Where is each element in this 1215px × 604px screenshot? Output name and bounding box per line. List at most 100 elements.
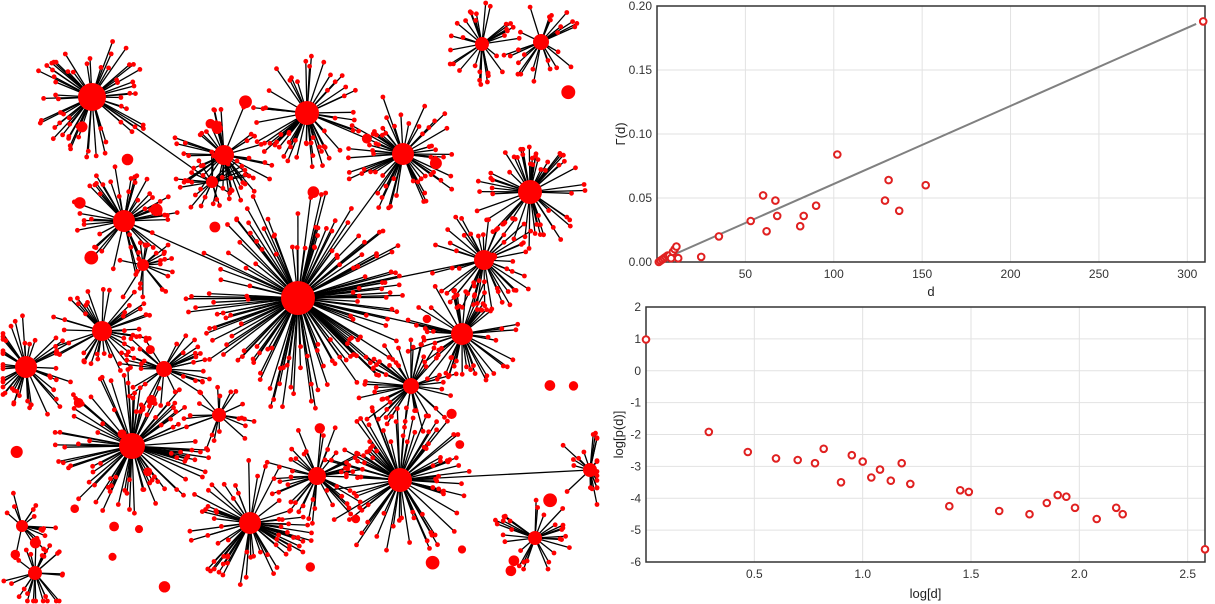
network-node (98, 65, 104, 70)
network-node (332, 115, 338, 121)
network-node (500, 363, 506, 369)
network-node (384, 115, 389, 121)
network-node (334, 484, 340, 489)
network-node (202, 469, 208, 475)
network-node (250, 175, 256, 181)
network-node (410, 178, 416, 184)
network-node (57, 120, 63, 126)
network-node (594, 502, 600, 507)
network-node (8, 323, 14, 329)
network-node (209, 221, 221, 233)
network-node (143, 338, 149, 344)
network-node (448, 393, 453, 398)
network-node (290, 468, 295, 474)
network-node (281, 154, 287, 159)
network-node (199, 509, 205, 514)
x-tick-label: 150 (912, 267, 932, 281)
network-node (66, 340, 72, 346)
network-node (484, 307, 489, 313)
network-node (10, 445, 23, 458)
network-node (51, 74, 57, 80)
network-node (343, 84, 349, 90)
network-node (560, 525, 566, 531)
network-node (515, 321, 521, 327)
network-node (280, 404, 285, 410)
network-node (205, 504, 211, 509)
network-node (88, 361, 94, 367)
network-node (144, 412, 150, 418)
network-node (544, 380, 556, 391)
network-node (258, 549, 263, 555)
network-node (274, 66, 279, 72)
network-node (31, 598, 36, 604)
network-node (388, 439, 394, 445)
network-node (477, 189, 482, 195)
network-node (323, 190, 329, 196)
network-node (121, 373, 127, 378)
network-node (525, 286, 531, 292)
network-node (420, 428, 426, 434)
network-node (426, 441, 431, 447)
network-node (129, 129, 135, 135)
network-node (484, 373, 490, 379)
network-node (156, 386, 162, 391)
network-node (200, 162, 206, 168)
data-point (811, 201, 821, 210)
network-node (41, 96, 46, 101)
network-node (346, 146, 351, 152)
network-node (259, 247, 265, 252)
network-node (535, 157, 541, 163)
network-node (500, 69, 505, 75)
network-node (293, 456, 299, 461)
network-node (325, 447, 331, 452)
network-node (257, 350, 262, 356)
network-node (314, 423, 325, 434)
network-node (343, 474, 349, 480)
network-node (81, 350, 87, 356)
network-node (478, 82, 484, 87)
network-node (393, 270, 398, 276)
network-node (274, 565, 280, 570)
network-node (461, 493, 467, 499)
network-node (433, 147, 438, 153)
network-node (158, 403, 164, 408)
network-node (150, 195, 155, 200)
network-node (489, 185, 495, 191)
network-node (12, 318, 18, 324)
network-node (305, 353, 310, 359)
data-point (758, 191, 768, 200)
network-node (223, 315, 229, 321)
network-node (394, 193, 399, 198)
network-node (405, 348, 411, 354)
network-node (428, 305, 434, 311)
network-node (40, 598, 46, 604)
network-node (198, 203, 204, 209)
network-node (564, 214, 570, 220)
network-node (126, 189, 132, 195)
network-hub-node (451, 323, 473, 345)
network-node (291, 535, 296, 540)
network-node (221, 554, 227, 559)
network-node (192, 337, 198, 343)
network-node (310, 520, 315, 526)
network-node (197, 389, 203, 395)
network-node (423, 413, 429, 419)
network-node (227, 190, 233, 196)
network-node (389, 306, 395, 312)
network-node (268, 404, 274, 409)
network-node (384, 396, 390, 401)
network-node (477, 77, 482, 83)
network-node (267, 386, 273, 391)
network-node (377, 359, 382, 364)
network-node (216, 569, 222, 575)
x-axis-label: d (927, 284, 934, 299)
network-node (551, 550, 557, 556)
network-node (295, 535, 301, 540)
network-node (354, 493, 359, 499)
network-node (447, 240, 453, 246)
network-node (293, 500, 298, 506)
network-node (368, 360, 373, 366)
network-node (118, 103, 124, 109)
network-node (41, 526, 46, 531)
network-node (220, 561, 226, 567)
